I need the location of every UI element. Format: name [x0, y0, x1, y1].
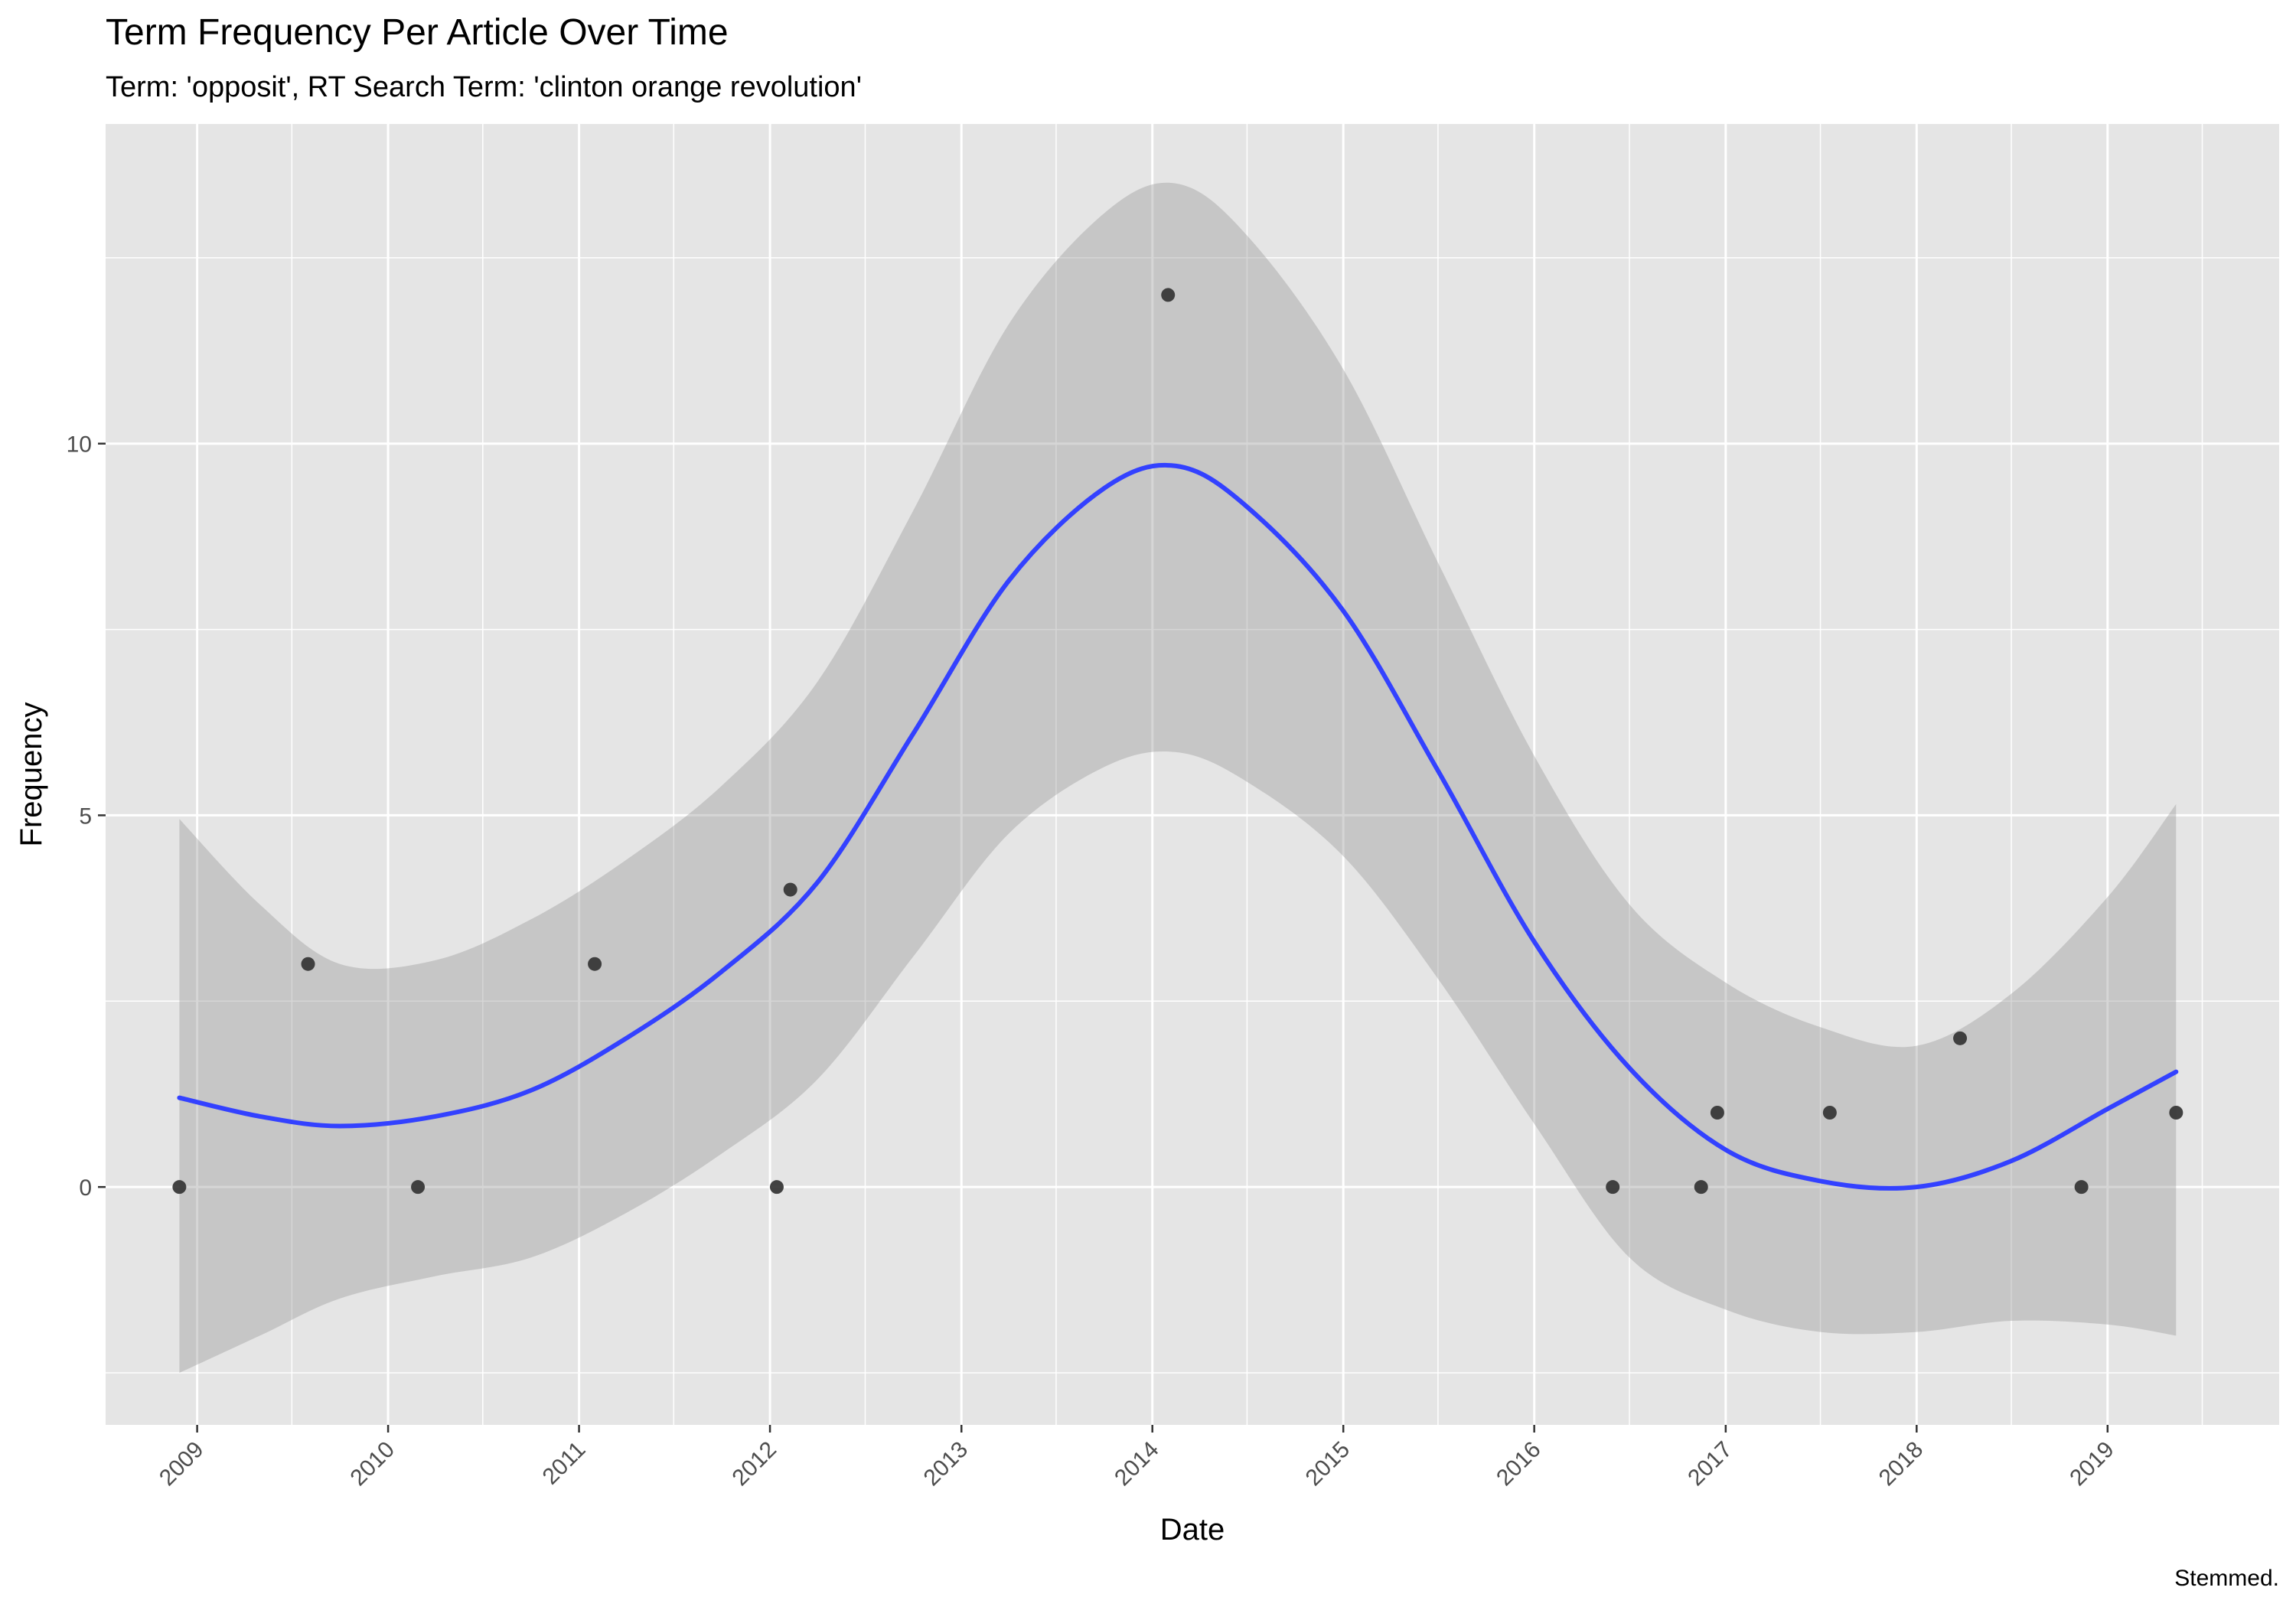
x-tick-label: 2013	[919, 1437, 974, 1491]
x-tick-label: 2014	[1110, 1437, 1164, 1491]
x-axis: 2009 2010 2011 2012 2013 2014 2015 2016 2017 2018…	[155, 1425, 2119, 1491]
y-tick-label: 0	[79, 1175, 92, 1201]
confidence-ribbon	[179, 182, 2177, 1373]
chart-subtitle: Term: 'opposit', RT Search Term: 'clinto…	[106, 71, 862, 103]
data-point	[783, 882, 797, 897]
data-point	[769, 1180, 784, 1195]
x-tick-label: 2016	[1492, 1437, 1546, 1491]
data-point	[2169, 1106, 2183, 1120]
y-axis: 0 5 10	[67, 432, 106, 1201]
data-point	[301, 957, 315, 971]
data-point	[1953, 1031, 1968, 1045]
data-point	[1694, 1180, 1708, 1195]
smooth-line	[177, 462, 2179, 1191]
x-tick-label: 2009	[155, 1437, 209, 1491]
data-point	[172, 1180, 187, 1195]
grid-major	[106, 124, 2279, 1425]
x-tick-label: 2011	[538, 1437, 591, 1490]
chart-caption: Stemmed.	[2174, 1566, 2279, 1591]
data-point	[1822, 1106, 1837, 1120]
x-tick-label: 2015	[1301, 1437, 1355, 1491]
data-point	[1161, 288, 1176, 302]
data-point	[2074, 1180, 2089, 1195]
x-axis-title: Date	[1160, 1513, 1225, 1547]
x-tick-label: 2017	[1683, 1437, 1737, 1491]
x-tick-label: 2018	[1874, 1437, 1929, 1491]
x-tick-label: 2010	[346, 1437, 400, 1491]
x-tick-label: 2012	[727, 1437, 781, 1491]
data-point	[588, 957, 602, 971]
data-point	[411, 1180, 426, 1195]
y-axis-title: Frequency	[15, 702, 48, 847]
data-point	[1710, 1106, 1724, 1120]
y-tick-label: 5	[79, 804, 92, 829]
data-point	[1606, 1180, 1620, 1195]
y-tick-label: 10	[67, 432, 92, 458]
chart-title: Term Frequency Per Article Over Time	[106, 12, 729, 53]
x-tick-label: 2019	[2065, 1437, 2119, 1491]
data-points	[172, 288, 2183, 1195]
